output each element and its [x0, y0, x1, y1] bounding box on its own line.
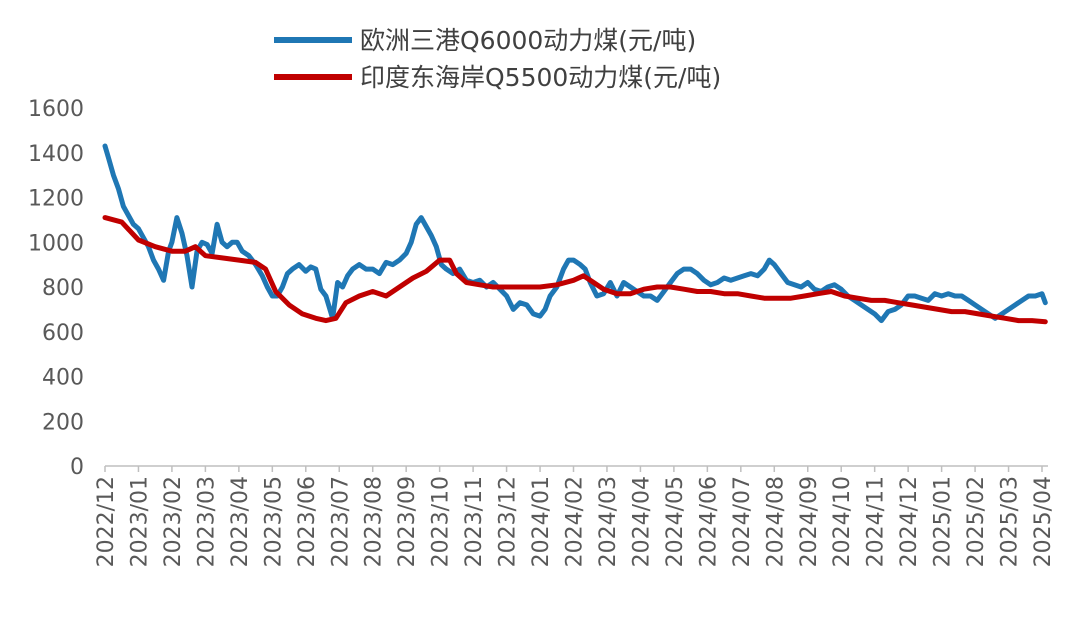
- series-line-1: [102, 143, 1048, 324]
- x-tick-label: 2023/02: [161, 476, 186, 567]
- x-tick-label: 2023/05: [261, 476, 286, 567]
- x-tick-label: 2024/01: [529, 476, 554, 567]
- series-group: [102, 143, 1048, 325]
- y-tick-label: 1000: [28, 231, 84, 256]
- x-tick-label: 2023/07: [328, 476, 353, 567]
- x-tick-label: 2024/03: [596, 476, 621, 567]
- y-axis: 0 200 400 600 800 1000 1200 1400 1600: [28, 97, 84, 480]
- x-tick-label: 2024/02: [563, 476, 588, 567]
- legend-label-series-2: 印度东海岸Q5500动力煤(元/吨): [360, 63, 721, 92]
- y-tick-label: 400: [42, 366, 84, 391]
- x-axis: 2022/12 2023/01 2023/02 2023/03 2023/04 2023/…: [94, 466, 1056, 567]
- x-tick-label: 2025/04: [1031, 476, 1056, 567]
- x-tick-label: 2025/03: [998, 476, 1023, 567]
- x-tick-label: 2024/10: [830, 476, 855, 567]
- x-tick-label: 2024/04: [629, 476, 654, 567]
- legend-label-series-1: 欧洲三港Q6000动力煤(元/吨): [360, 26, 696, 55]
- x-tick-label: 2024/11: [864, 476, 889, 567]
- y-tick-label: 200: [42, 410, 84, 435]
- y-tick-label: 0: [70, 455, 84, 480]
- x-tick-label: 2023/10: [429, 476, 454, 567]
- x-tick-label: 2023/04: [228, 476, 253, 567]
- y-tick-label: 1600: [28, 97, 84, 122]
- x-tick-label: 2022/12: [94, 476, 119, 567]
- x-tick-label: 2024/05: [663, 476, 688, 567]
- x-tick-label: 2023/08: [362, 476, 387, 567]
- y-tick-label: 1200: [28, 187, 84, 212]
- x-tick-label: 2024/06: [696, 476, 721, 567]
- series-line-2: [102, 215, 1048, 325]
- x-tick-label: 2025/02: [964, 476, 989, 567]
- x-tick-label: 2023/12: [496, 476, 521, 567]
- legend: 欧洲三港Q6000动力煤(元/吨) 印度东海岸Q5500动力煤(元/吨): [274, 26, 721, 92]
- x-tick-label: 2024/12: [897, 476, 922, 567]
- x-tick-label: 2023/09: [395, 476, 420, 567]
- y-tick-label: 800: [42, 276, 84, 301]
- x-tick-label: 2023/11: [462, 476, 487, 567]
- x-tick-label: 2024/08: [763, 476, 788, 567]
- x-tick-label: 2023/06: [295, 476, 320, 567]
- x-tick-label: 2023/03: [194, 476, 219, 567]
- x-tick-label: 2024/09: [797, 476, 822, 567]
- x-tick-label: 2024/07: [730, 476, 755, 567]
- x-tick-label: 2025/01: [931, 476, 956, 567]
- y-tick-label: 600: [42, 321, 84, 346]
- x-tick-label: 2023/01: [127, 476, 152, 567]
- y-tick-label: 1400: [28, 142, 84, 167]
